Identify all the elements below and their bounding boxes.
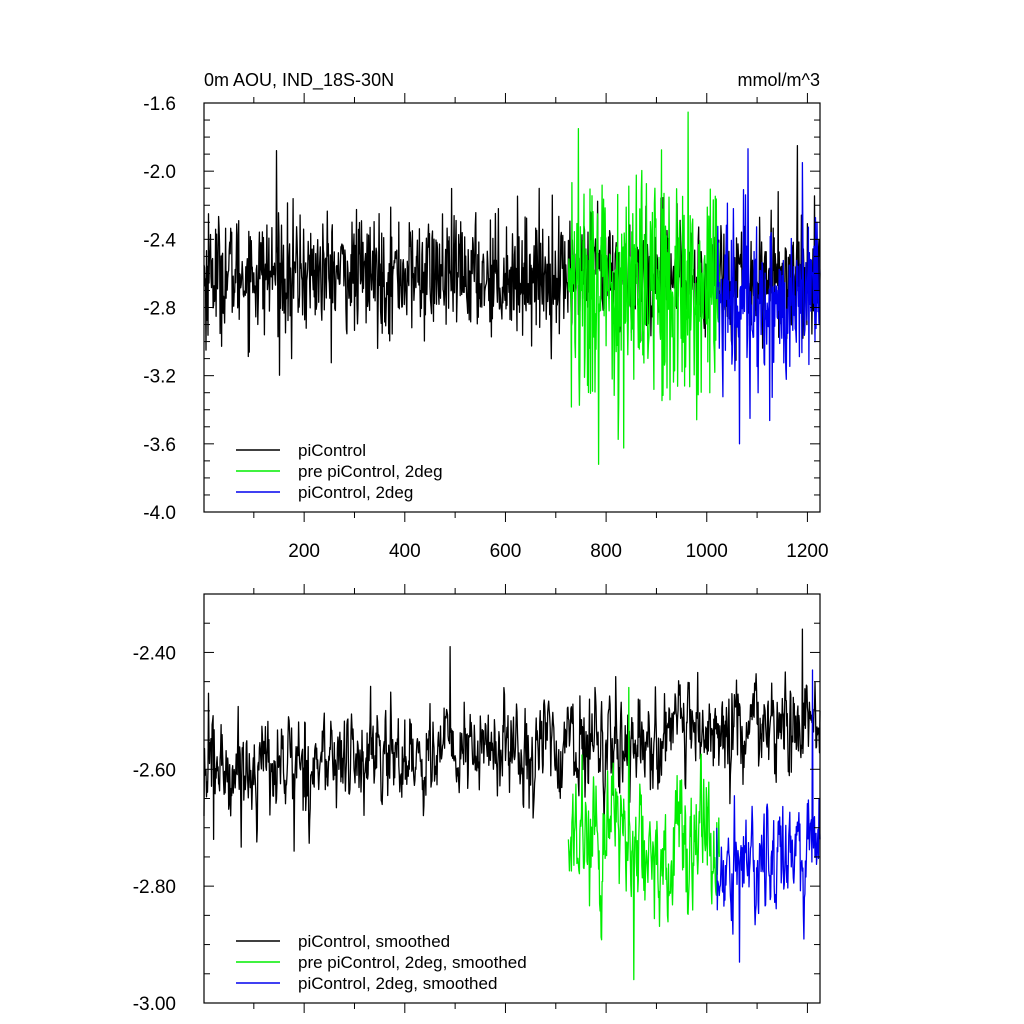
bottom-axis-ticks: -3.00 -2.80 -2.60 -2.40: [133, 584, 820, 1015]
x-tick-label: 600: [490, 541, 522, 562]
legend-label: pre piControl, 2deg: [298, 462, 443, 481]
bottom-legend: piControl, smoothed pre piControl, 2deg, …: [236, 932, 527, 993]
y-tick-label: -1.6: [143, 94, 176, 115]
legend-label: piControl, 2deg, smoothed: [298, 974, 497, 993]
y-tick-label: -2.80: [133, 877, 176, 898]
top-chart-panel: 0m AOU, IND_18S-30N mmol/m^3 200 400 600 80…: [143, 70, 828, 562]
legend-label: piControl, 2deg: [298, 483, 413, 502]
y-tick-label: -2.60: [133, 760, 176, 781]
top-axis-ticks: 200 400 600 800 1000 1200 -4.0 -3.6 -3.2 -2.8 -2.4…: [143, 93, 829, 562]
y-tick-label: -2.40: [133, 643, 176, 664]
y-tick-label: -2.0: [143, 162, 176, 183]
x-tick-label: 400: [389, 541, 421, 562]
top-chart-units: mmol/m^3: [738, 70, 820, 90]
x-tick-label: 1000: [686, 541, 728, 562]
x-tick-label: 1200: [786, 541, 828, 562]
bottom-series-lines: [203, 628, 821, 981]
y-tick-label: -3.6: [143, 435, 176, 456]
bottom-chart-panel: -3.00 -2.80 -2.60 -2.40 piControl, smoothed…: [133, 584, 821, 1015]
series-line-3: [716, 148, 821, 445]
legend-label: piControl: [298, 441, 366, 460]
y-tick-label: -3.2: [143, 367, 176, 388]
y-tick-label: -3.00: [133, 994, 176, 1015]
bottom-plot-frame: [203, 593, 821, 1004]
top-series-lines: [203, 111, 821, 465]
y-tick-label: -4.0: [143, 503, 176, 524]
x-tick-label: 200: [288, 541, 320, 562]
y-tick-label: -2.4: [143, 230, 176, 251]
legend-label: piControl, smoothed: [298, 932, 450, 951]
top-legend: piControl pre piControl, 2deg piControl, 2…: [236, 441, 443, 502]
legend-label: pre piControl, 2deg, smoothed: [298, 953, 527, 972]
series-line-2: [567, 111, 720, 465]
x-tick-label: 800: [590, 541, 622, 562]
series-line-2: [567, 686, 720, 981]
y-tick-label: -2.8: [143, 299, 176, 320]
series-line-1: [203, 628, 821, 852]
top-chart-title: 0m AOU, IND_18S-30N: [204, 70, 394, 91]
series-line-3: [716, 669, 821, 963]
